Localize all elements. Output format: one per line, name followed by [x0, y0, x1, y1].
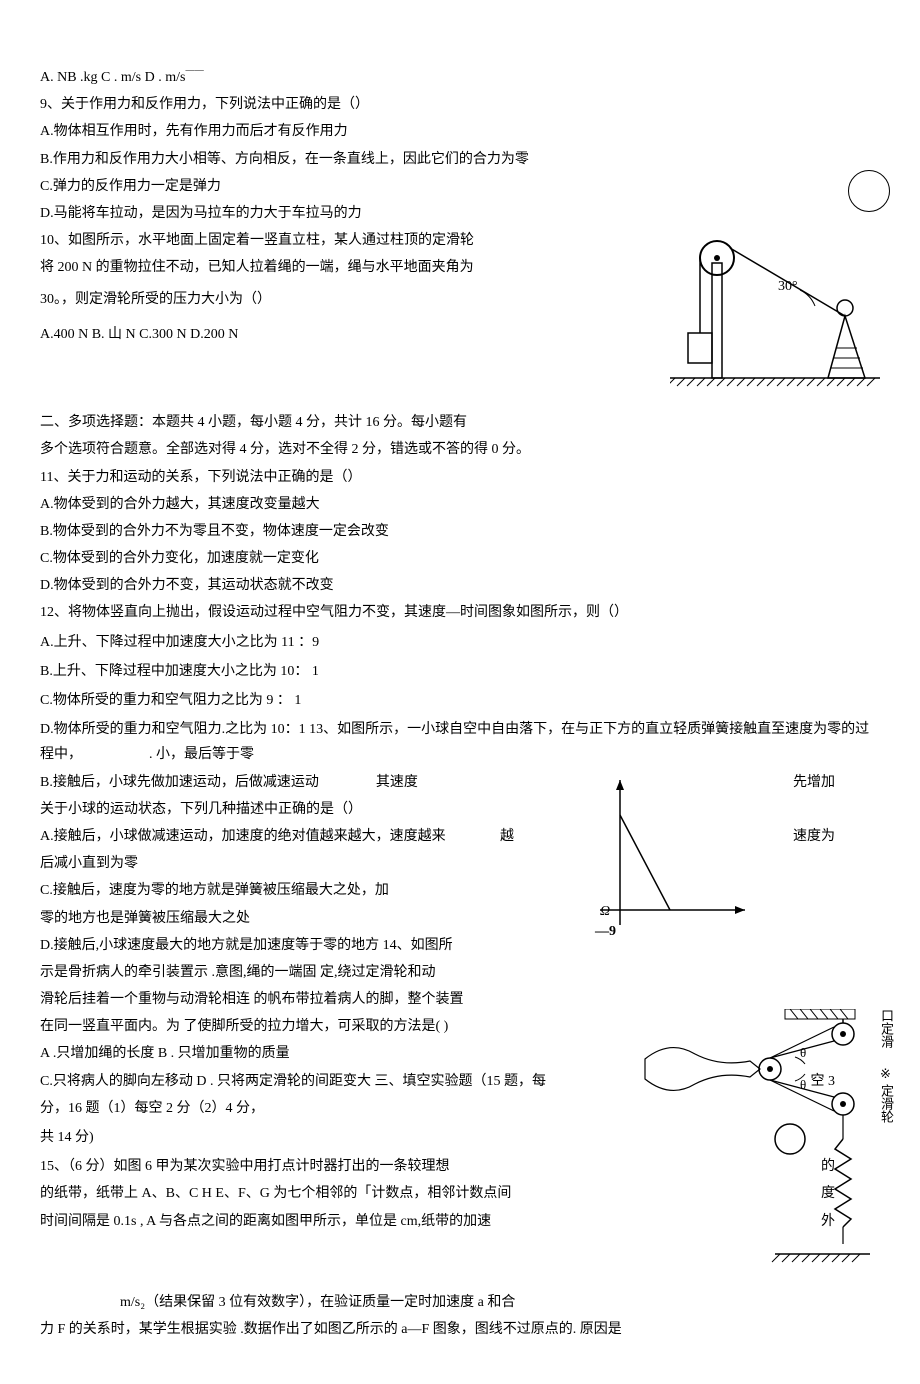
- q12-d: D.物体所受的重力和空气阻力.之比为 10：1 13、如图所示，一小球自空中自由…: [40, 717, 880, 767]
- q14-l2: 示是骨折病人的牵引装置示 .意图,绳的一端固 定,绕过定滑轮和动: [40, 960, 880, 985]
- q15-l2: 的纸带，纸带上 A、B、C H E、F、G 为七个相邻的「计数点，相邻计数点间 …: [40, 1181, 880, 1206]
- q9-opt-b: B.作用力和反作用力大小相等、方向相反，在一条直线上，因此它们的合力为零: [40, 147, 880, 172]
- q11-d: D.物体受到的合外力不变，其运动状态就不改变: [40, 573, 880, 598]
- q9-opt-d: D.马能将车拉动，是因为马拉车的力大于车拉马的力: [40, 201, 880, 226]
- q9-stem: 9、关于作用力和反作用力，下列说法中正确的是（）: [40, 92, 880, 117]
- q11-c: C.物体受到的合外力变化，加速度就一定变化: [40, 546, 880, 571]
- q14-c: C.只将病人的脚向左移动 D . 只将两定滑轮的间距变大 三、填空实验题（15 …: [40, 1069, 880, 1094]
- q9-opt-c: C.弹力的反作用力一定是弹力: [40, 174, 880, 199]
- section2-l2: 多个选项符合题意。全部选对得 4 分，选对不全得 2 分，错选或不答的得 0 分…: [40, 437, 880, 462]
- svg-text:30°: 30°: [778, 279, 798, 294]
- svg-text:—9: —9: [594, 924, 616, 939]
- svg-text:θ: θ: [800, 1045, 806, 1060]
- pulley-figure: 30°: [670, 228, 880, 408]
- q11-stem: 11、关于力和运动的关系，下列说法中正确的是（）: [40, 465, 880, 490]
- q15-l3: 时间间隔是 0.1s , A 与各点之间的距离如图甲所示，单位是 cm,纸带的加…: [40, 1209, 880, 1234]
- decorative-circle: [848, 170, 890, 212]
- velocity-time-chart: Ω —9: [590, 770, 870, 949]
- section2-l1: 二、多项选择题：本题共 4 小题，每小题 4 分，共计 16 分。每小题有: [40, 410, 880, 435]
- q12-b: B.上升、下降过程中加速度大小之比为 10： 1: [40, 659, 880, 684]
- traction-figure: 口定滑 ※ 定滑轮 θ θ: [640, 1009, 880, 1288]
- q12-c: C.物体所受的重力和空气阻力之比为 9 ： 1: [40, 688, 880, 713]
- q12-stem: 12、将物体竖直向上抛出，假设运动过程中空气阻力不变，其速度—时间图象如图所示，…: [40, 600, 880, 625]
- q13-a-l1: A.接触后，小球做减速运动，加速度的绝对值越来越大，速度越来 越 速度为: [40, 824, 880, 849]
- q8-options: A. NB .kg C . m/s D . m/s— —: [40, 62, 880, 90]
- q11-b: B.物体受到的合外力不为零且不变，物体速度一定会改变: [40, 519, 880, 544]
- q11-a: A.物体受到的合外力越大，其速度改变量越大: [40, 492, 880, 517]
- svg-text:Ω: Ω: [600, 904, 610, 919]
- q12-a: A.上升、下降过程中加速度大小之比为 11 ：9: [40, 630, 880, 655]
- q15-l5: 力 F 的关系时，某学生根据实验 .数据作出了如图乙所示的 a—F 图象，图线不…: [40, 1317, 880, 1342]
- q15-l1: 15、（6 分）如图 6 甲为某次实验中用打点计时器打出的一条较理想 的: [40, 1154, 880, 1179]
- q9-opt-a: A.物体相互作用时，先有作用力而后才有反作用力: [40, 119, 880, 144]
